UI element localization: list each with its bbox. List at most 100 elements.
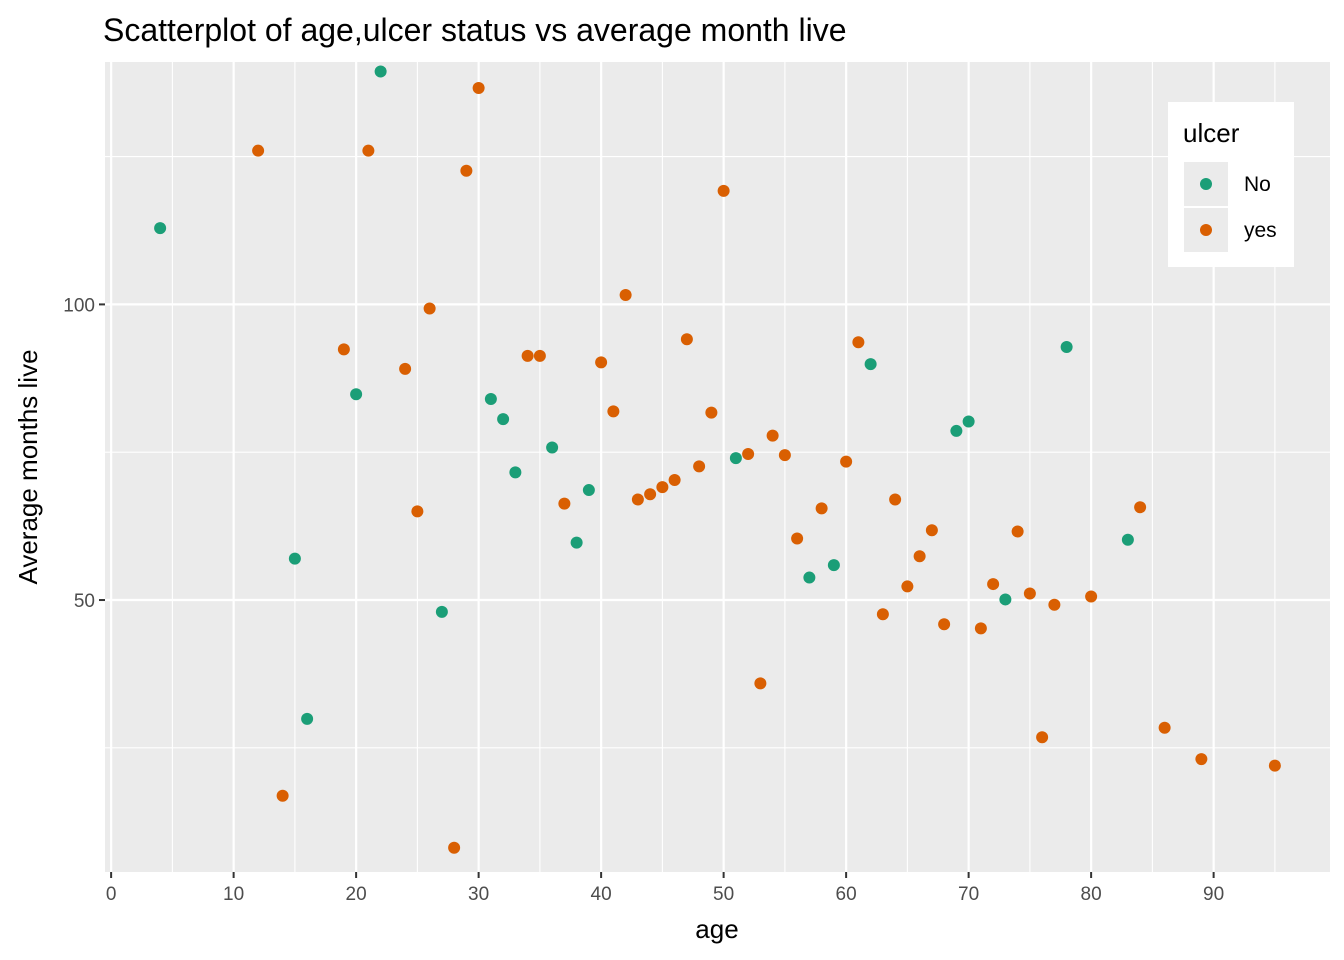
data-point [913, 550, 926, 563]
data-point [533, 349, 546, 362]
data-point [901, 580, 914, 593]
data-point [668, 474, 681, 487]
data-point [276, 789, 289, 802]
data-point [754, 677, 767, 690]
data-point [656, 481, 669, 494]
data-point [925, 524, 938, 537]
x-axis: 0 10 20 30 40 50 60 70 80 90 [106, 872, 1224, 905]
y-tick-label: 100 [63, 295, 95, 316]
data-point [1023, 587, 1036, 600]
data-point [435, 605, 448, 618]
data-point [558, 497, 571, 510]
data-point [889, 493, 902, 506]
data-point [693, 460, 706, 473]
x-tick-label: 80 [1081, 884, 1102, 905]
data-point [1048, 598, 1061, 611]
data-point [154, 222, 167, 235]
legend-label: yes [1244, 219, 1277, 242]
data-point [497, 413, 510, 426]
data-point [1158, 721, 1171, 734]
data-point [644, 488, 657, 501]
data-point [705, 406, 718, 419]
x-tick-label: 30 [468, 884, 489, 905]
data-point [1085, 590, 1098, 603]
legend-title: ulcer [1183, 118, 1240, 148]
data-point [680, 333, 693, 346]
data-point [1011, 525, 1024, 538]
data-point [999, 593, 1012, 606]
data-point [827, 559, 840, 572]
data-point [840, 455, 853, 468]
legend-label: No [1244, 173, 1271, 196]
data-point [399, 362, 412, 375]
major-grid [105, 62, 1330, 872]
data-point [521, 349, 534, 362]
data-point [570, 536, 583, 549]
y-axis: 50 100 [63, 295, 105, 612]
data-point [742, 447, 755, 460]
x-axis-title: age [695, 914, 738, 944]
x-tick-label: 10 [223, 884, 244, 905]
data-point [766, 429, 779, 442]
x-tick-label: 20 [346, 884, 367, 905]
data-point [1268, 759, 1281, 772]
data-point [607, 405, 620, 418]
legend-marker [1200, 178, 1212, 190]
data-point [423, 302, 436, 315]
data-point [484, 393, 497, 406]
plot-panel [105, 62, 1330, 872]
data-point [778, 449, 791, 462]
legend-entry-yes: yes [1184, 208, 1277, 252]
data-point [938, 618, 951, 631]
chart-title: Scatterplot of age,ulcer status vs avera… [103, 12, 847, 48]
data-point [595, 356, 608, 369]
data-point [987, 578, 1000, 591]
x-tick-label: 70 [958, 884, 979, 905]
x-tick-label: 0 [106, 884, 117, 905]
x-tick-label: 60 [836, 884, 857, 905]
minor-grid [105, 62, 1330, 872]
data-point [803, 571, 816, 584]
data-point [1121, 533, 1134, 546]
data-point [717, 184, 730, 197]
data-point [631, 493, 644, 506]
x-tick-label: 40 [591, 884, 612, 905]
data-point [1134, 501, 1147, 514]
x-tick-label: 50 [713, 884, 734, 905]
legend: ulcer No yes [1168, 102, 1294, 267]
data-point [791, 532, 804, 545]
data-point [460, 164, 473, 177]
data-point [815, 502, 828, 515]
data-point [546, 441, 559, 454]
data-point [876, 608, 889, 621]
y-tick-label: 50 [74, 591, 95, 612]
data-point [374, 65, 387, 78]
data-point [729, 452, 742, 465]
x-tick-label: 90 [1203, 884, 1224, 905]
y-axis-title: Average months live [13, 349, 43, 584]
data-point [950, 424, 963, 437]
data-point [864, 358, 877, 371]
data-point [962, 415, 975, 428]
data-points [154, 65, 1281, 854]
series-no [154, 65, 1134, 725]
data-point [1195, 753, 1208, 766]
legend-marker [1200, 224, 1212, 236]
data-point [362, 144, 375, 157]
data-point [852, 336, 865, 349]
data-point [619, 288, 632, 301]
data-point [472, 82, 485, 95]
data-point [974, 622, 987, 635]
data-point [1036, 731, 1049, 744]
data-point [411, 505, 424, 518]
data-point [582, 484, 595, 497]
data-point [1060, 340, 1073, 353]
series-yes [252, 82, 1281, 854]
data-point [350, 388, 363, 401]
legend-entries: No yes [1184, 162, 1277, 252]
legend-entry-no: No [1184, 162, 1271, 206]
data-point [337, 343, 350, 356]
data-point [301, 712, 314, 725]
data-point [509, 466, 522, 479]
